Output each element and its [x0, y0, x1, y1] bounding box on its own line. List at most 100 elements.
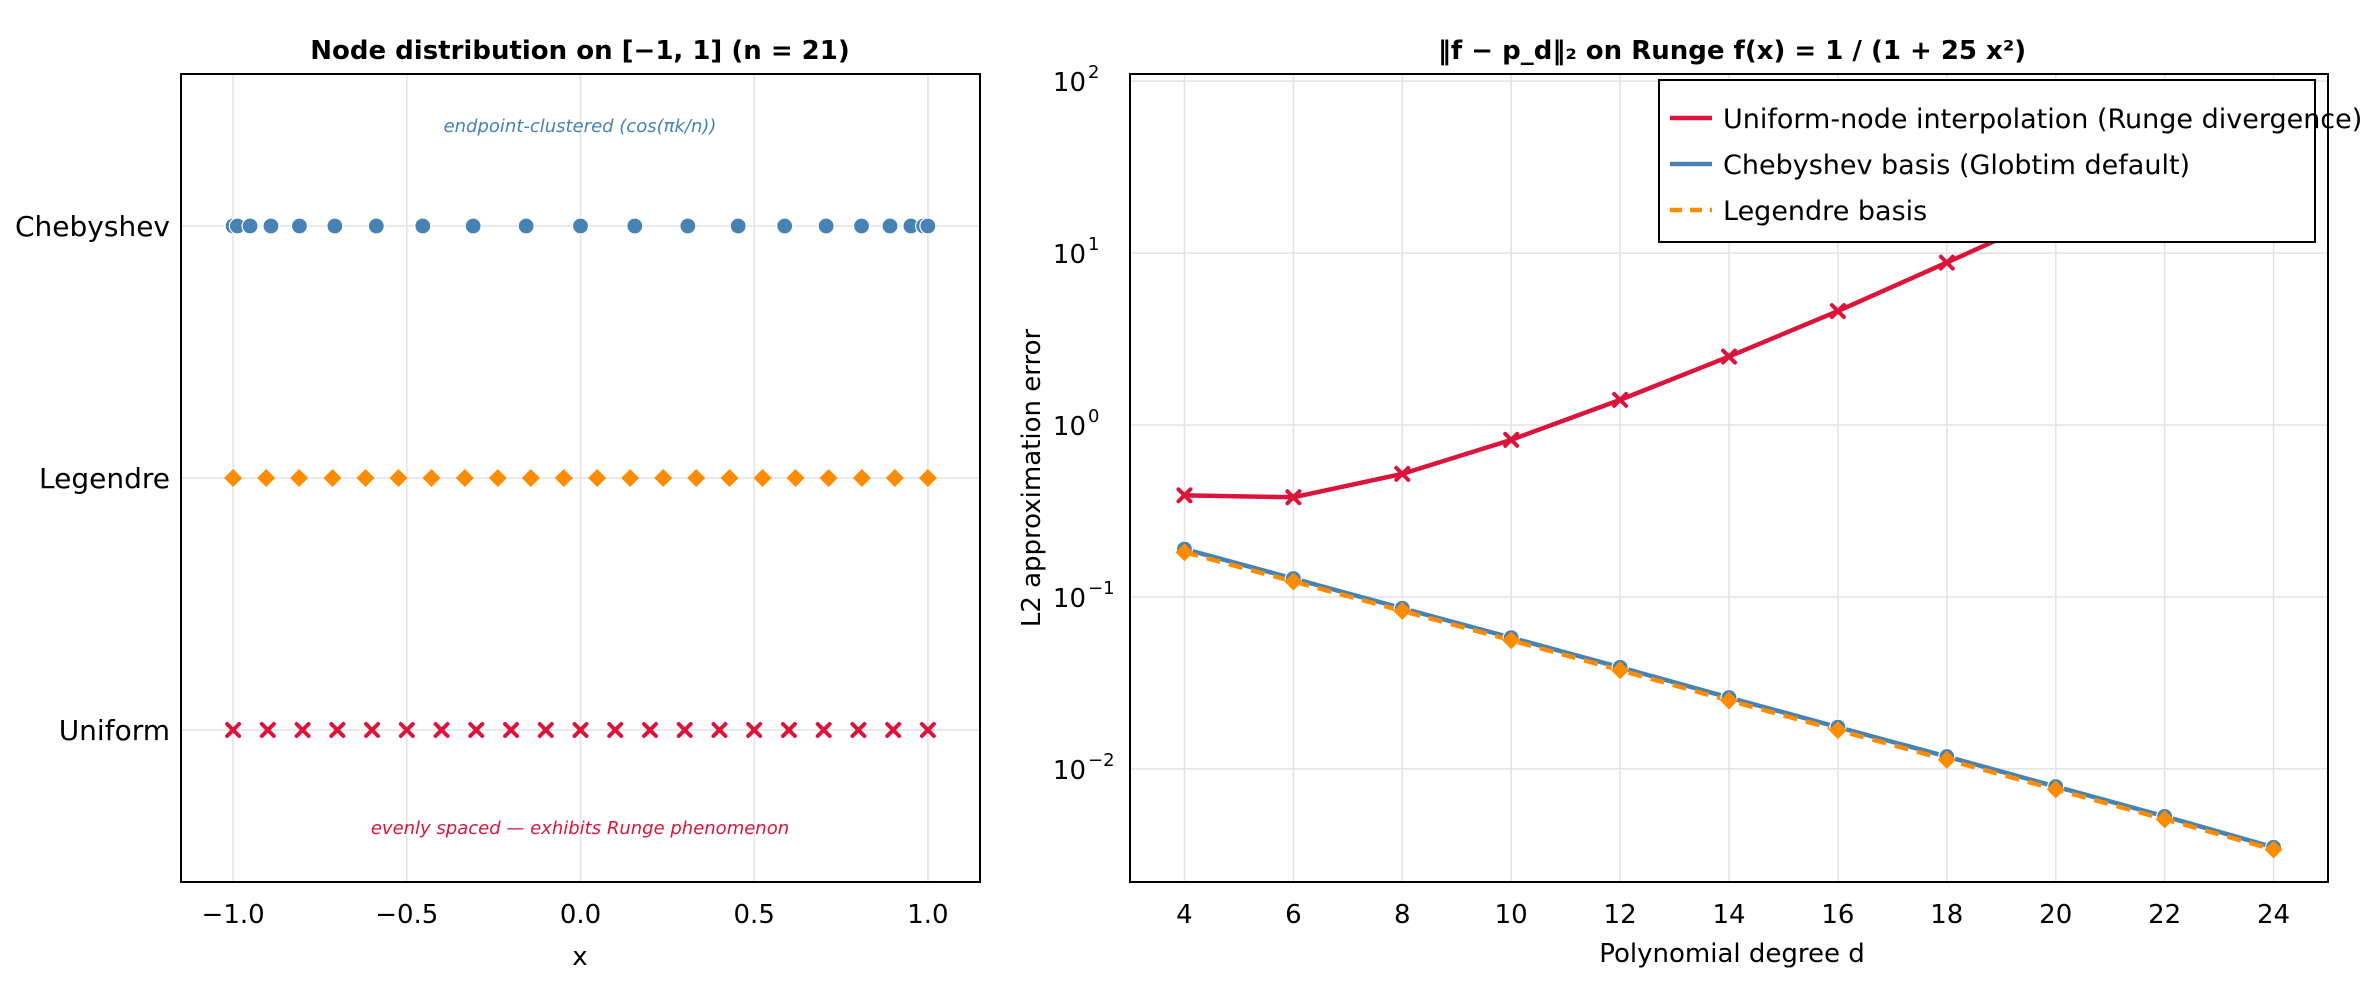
left-chart-title: Node distribution on [−1, 1] (n = 21): [310, 36, 849, 66]
left-category-label: Uniform: [59, 714, 170, 747]
node-marker-legendre: [290, 469, 309, 487]
series-marker-legendre: [2264, 840, 2283, 859]
right-x-tick-label: 18: [1930, 900, 1963, 930]
left-x-tick-label: 1.0: [907, 900, 948, 930]
right-y-axis-label: L2 approximation error: [1017, 329, 1047, 628]
series-marker-legendre: [1720, 691, 1738, 710]
right-x-axis-label: Polynomial degree d: [1599, 939, 1865, 969]
right-y-tick-exponent: 0: [1088, 406, 1099, 427]
right-y-tick-exponent: 1: [1088, 234, 1099, 255]
right-y-tick-label: 10: [1053, 584, 1086, 614]
node-distribution-panel: Node distribution on [−1, 1] (n = 21) −1…: [15, 36, 981, 972]
node-marker-chebyshev: [729, 217, 747, 235]
node-marker-uniform: [329, 722, 346, 738]
left-x-tick-label: 0.0: [560, 900, 601, 930]
right-series-markers: [1175, 106, 2283, 859]
right-y-tick-exponent: −2: [1088, 750, 1115, 771]
chebyshev-annotation: endpoint-clustered (cos(πk/n)): [444, 116, 717, 137]
series-marker-uniform: [1612, 391, 1629, 408]
uniform-annotation: evenly spaced — exhibits Runge phenomeno…: [371, 818, 789, 839]
node-marker-uniform: [780, 722, 797, 738]
node-marker-chebyshev: [571, 217, 590, 235]
node-marker-chebyshev: [464, 217, 482, 235]
node-marker-legendre: [588, 469, 607, 487]
node-marker-chebyshev: [817, 217, 835, 235]
node-marker-legendre: [488, 469, 507, 487]
node-marker-chebyshev: [326, 217, 344, 235]
node-marker-legendre: [389, 469, 408, 487]
series-marker-uniform: [1503, 431, 1520, 448]
node-marker-chebyshev: [367, 217, 385, 235]
node-marker-chebyshev: [241, 217, 259, 235]
right-y-tick-label: 10: [1053, 68, 1086, 98]
right-x-tick-label: 20: [2039, 900, 2072, 930]
node-marker-legendre: [455, 469, 474, 487]
legend-label-uniform: Uniform-node interpolation (Runge diverg…: [1723, 104, 2360, 135]
node-marker-uniform: [607, 722, 624, 738]
legend-label-chebyshev: Chebyshev basis (Globtim default): [1723, 150, 2190, 181]
legend-label-legendre: Legendre basis: [1723, 196, 1927, 227]
left-category-label: Chebyshev: [15, 210, 170, 243]
node-marker-legendre: [521, 469, 540, 487]
node-marker-uniform: [468, 722, 485, 738]
node-marker-legendre: [720, 469, 739, 487]
series-marker-legendre: [1502, 631, 1521, 650]
right-x-tick-label: 4: [1176, 900, 1193, 930]
right-y-tick-label: 10: [1053, 412, 1086, 442]
node-marker-legendre: [422, 469, 441, 487]
node-marker-legendre: [753, 469, 772, 487]
node-marker-uniform: [919, 722, 936, 738]
left-x-tick-label: 0.5: [734, 900, 775, 930]
node-marker-uniform: [676, 722, 693, 738]
node-marker-uniform: [746, 722, 763, 738]
left-x-axis-label: x: [572, 942, 587, 972]
node-marker-legendre: [257, 469, 276, 487]
series-marker-legendre: [1393, 601, 1412, 620]
node-marker-uniform: [364, 722, 381, 738]
series-marker-legendre: [1284, 572, 1303, 591]
right-x-tick-label: 6: [1285, 900, 1302, 930]
series-marker-legendre: [1611, 661, 1630, 680]
series-marker-uniform: [1176, 487, 1193, 504]
node-marker-legendre: [554, 469, 573, 487]
left-category-label: Legendre: [39, 462, 170, 495]
node-marker-uniform: [433, 722, 450, 738]
node-marker-chebyshev: [919, 217, 937, 235]
node-marker-legendre: [224, 469, 243, 487]
series-marker-legendre: [2155, 810, 2174, 829]
series-marker-legendre: [1828, 721, 1847, 740]
series-marker-legendre: [2046, 780, 2065, 799]
approximation-error-panel: ‖f − p_d‖₂ on Runge f(x) = 1 / (1 + 25 x…: [1017, 36, 2360, 969]
left-category-labels: Chebyshev Legendre Uniform: [15, 210, 170, 747]
node-marker-legendre: [323, 469, 342, 487]
series-marker-uniform: [1394, 465, 1411, 482]
right-chart-title: ‖f − p_d‖₂ on Runge f(x) = 1 / (1 + 25 x…: [1438, 36, 2026, 66]
node-marker-chebyshev: [626, 217, 644, 235]
node-marker-uniform: [225, 722, 242, 738]
node-marker-chebyshev: [414, 217, 432, 235]
node-marker-uniform: [850, 722, 867, 738]
node-marker-uniform: [537, 722, 554, 738]
right-x-tick-label: 8: [1394, 900, 1411, 930]
node-marker-chebyshev: [679, 217, 697, 235]
series-marker-uniform: [1938, 254, 1955, 271]
node-marker-uniform: [885, 722, 902, 738]
node-marker-uniform: [398, 722, 415, 738]
node-marker-uniform: [815, 722, 832, 738]
series-marker-legendre: [1937, 750, 1956, 769]
left-x-tick-labels: −1.0 −0.5 0.0 0.5 1.0: [202, 900, 949, 930]
left-x-tick-label: −0.5: [375, 900, 438, 930]
node-marker-chebyshev: [852, 217, 871, 235]
node-marker-uniform: [294, 722, 311, 738]
legend: Uniform-node interpolation (Runge diverg…: [1658, 79, 2360, 243]
legend-box: [1658, 79, 2316, 243]
node-marker-legendre: [356, 469, 375, 487]
series-marker-uniform: [1721, 348, 1737, 365]
node-marker-uniform: [503, 722, 520, 738]
node-marker-uniform: [259, 722, 276, 738]
node-marker-chebyshev: [290, 217, 309, 235]
node-marker-uniform: [711, 722, 728, 738]
